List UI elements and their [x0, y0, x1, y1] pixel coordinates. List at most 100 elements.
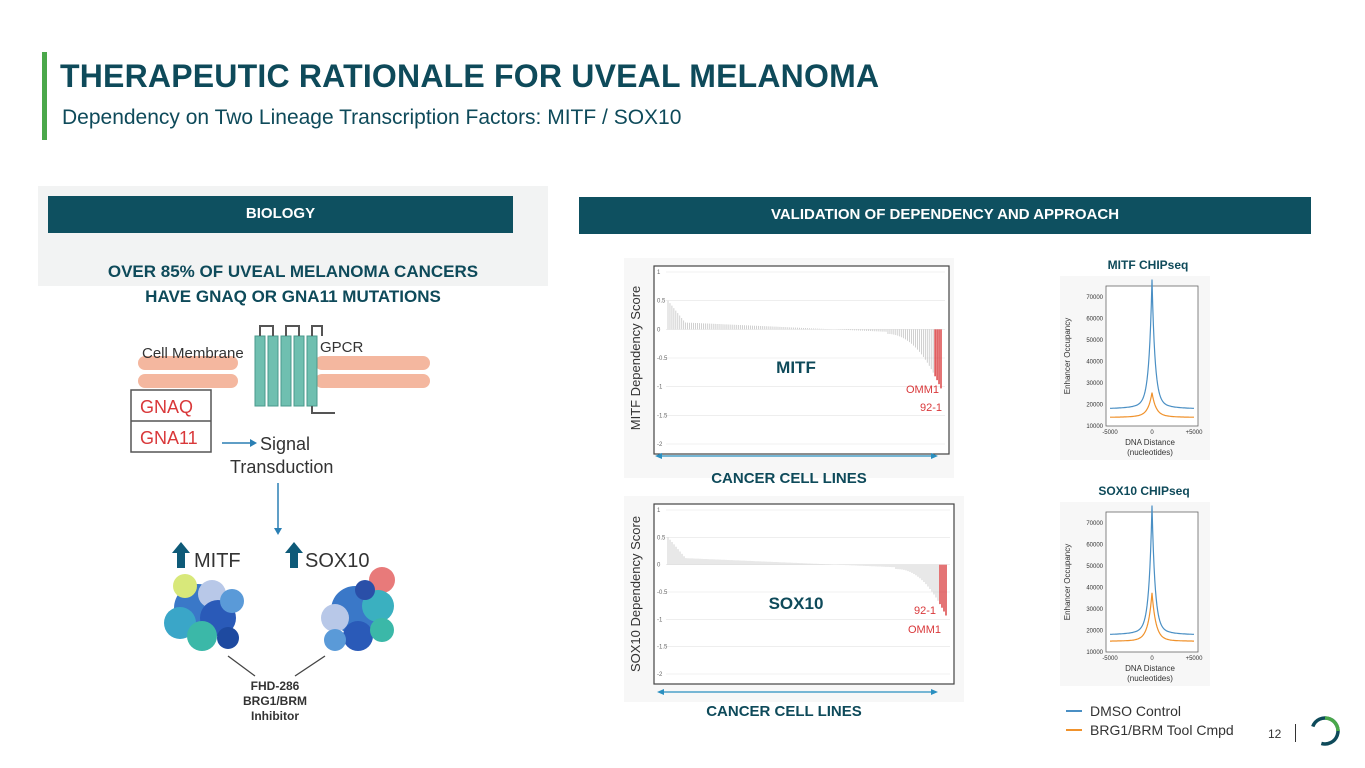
sox10-ytick: 0	[657, 563, 661, 569]
gnaq-label: GNAQ	[140, 397, 193, 417]
mitf-chip-frame	[1105, 285, 1199, 427]
mitf-chip-ylabel: Enhancer Occupancy	[1063, 318, 1072, 395]
sox10-chip-xtick: 0	[1150, 656, 1154, 662]
membrane-right-upper	[315, 356, 430, 370]
sox10-ylabel: SOX10 Dependency Score	[628, 516, 643, 672]
page-title: THERAPEUTIC RATIONALE FOR UVEAL MELANOMA	[60, 58, 880, 94]
mitf-ytick: -0.5	[657, 356, 668, 362]
sox10-ytick: -1.5	[657, 645, 668, 651]
sox10-chip-xtick: +5000	[1186, 656, 1204, 662]
mitf-chip-dmso-line	[1110, 279, 1194, 409]
protein-complex-right-icon	[321, 567, 395, 651]
mitf-chip-xtick: +5000	[1186, 430, 1204, 436]
transduction-label: Transduction	[230, 457, 333, 477]
sox10-ytick: -0.5	[657, 590, 668, 596]
sox10-chip-plot: 70000 60000 50000 40000 30000 20000 10000 -500…	[1060, 502, 1210, 686]
sox10-chip-ytick: 70000	[1086, 521, 1103, 527]
mitf-plot-frame	[653, 265, 950, 455]
sox10-chip-xtick: -5000	[1102, 656, 1118, 662]
sox10-dependency-plot: 1 0.5 0 -0.5 -1 -1.5 -2 SOX10 Dependency Score…	[624, 496, 964, 702]
mitf-chip-xtick: 0	[1150, 430, 1154, 436]
validation-band: VALIDATION OF DEPENDENCY AND APPROACH	[579, 197, 1311, 234]
mitf-chip-ytick: 30000	[1086, 381, 1103, 387]
biology-headline: OVER 85% OF UVEAL MELANOMA CANCERS HAVE …	[38, 259, 548, 309]
legend-tool-label: BRG1/BRM Tool Cmpd	[1090, 722, 1234, 738]
inhibitor-type: Inhibitor	[251, 709, 299, 723]
sox10-chip-tool-line	[1110, 592, 1194, 642]
sox10-chip-ytick: 10000	[1086, 650, 1103, 656]
protein-complex-left-icon	[164, 574, 244, 651]
gna11-label: GNA11	[140, 428, 198, 448]
sox10-xlabel: CANCER CELL LINES	[706, 703, 862, 720]
cell-membrane-label: Cell Membrane	[142, 345, 244, 362]
page-subtitle: Dependency on Two Lineage Transcription …	[62, 106, 682, 129]
mitf-chip-ytick: 10000	[1086, 424, 1103, 430]
sox10-ytick: -2	[657, 672, 663, 678]
signal-label: Signal	[260, 434, 310, 454]
mitf-ytick: 1	[657, 270, 661, 276]
mitf-ytick: -2	[657, 442, 663, 448]
mitf-ytick: 0	[657, 327, 661, 333]
sox10-ytick: 0.5	[657, 535, 666, 541]
mitf-dependency-plot: 10.50-0.5-1-1.5-2 MITF Dependency Score …	[624, 258, 954, 478]
mitf-chip-ytick: 20000	[1086, 402, 1103, 408]
mitf-diagram-label: MITF	[194, 550, 241, 572]
mitf-chip-xlabel-2: (nucleotides)	[1127, 448, 1173, 457]
mitf-chip-ytick: 70000	[1086, 295, 1103, 301]
mitf-highlight-omm1: OMM1	[906, 384, 939, 396]
company-logo-icon	[1310, 716, 1340, 746]
gpcr-receptor	[254, 335, 318, 407]
inhibitor-target: BRG1/BRM	[243, 694, 307, 708]
sox10-center-label: SOX10	[769, 594, 824, 613]
mitf-highlight-921: 92-1	[920, 402, 942, 414]
mitf-ylabel: MITF Dependency Score	[628, 286, 643, 431]
sox10-chip-ytick: 40000	[1086, 585, 1103, 591]
biology-band-label: BIOLOGY	[245, 205, 316, 222]
sox10-chip-xlabel-2: (nucleotides)	[1127, 674, 1173, 683]
mitf-ytick: -1	[657, 385, 663, 391]
sox10-chip-ylabel: Enhancer Occupancy	[1063, 544, 1072, 621]
sox10-chip-ytick: 50000	[1086, 564, 1103, 570]
gpcr-signaling-diagram: Cell Membrane GPCR GNAQ GNA11 Signal Tra…	[130, 325, 430, 723]
headline-line-2: HAVE GNAQ OR GNA11 MUTATIONS	[145, 287, 441, 306]
mitf-chip-ytick: 50000	[1086, 338, 1103, 344]
sox10-chip-ytick: 60000	[1086, 542, 1103, 548]
sox10-chip-dmso-line	[1110, 505, 1194, 635]
validation-band-label: VALIDATION OF DEPENDENCY AND APPROACH	[770, 206, 1120, 223]
membrane-left-upper	[138, 356, 238, 370]
mitf-chip-xtick: -5000	[1102, 430, 1118, 436]
sox10-ytick: 1	[657, 508, 661, 514]
sox10-chip-ytick: 30000	[1086, 607, 1103, 613]
chip-legend: DMSO Control BRG1/BRM Tool Cmpd	[1066, 703, 1234, 738]
title-accent-bar	[42, 52, 47, 140]
mitf-chip-xlabel-1: DNA Distance	[1125, 438, 1175, 447]
sox10-highlight-921: 92-1	[914, 605, 936, 617]
mitf-chip-tool-line	[1110, 392, 1194, 418]
sox10-ytick: -1	[657, 617, 663, 623]
membrane-left-lower	[138, 374, 238, 388]
gpcr-label: GPCR	[320, 339, 364, 356]
mitf-chip-plot: 70000 60000 50000 40000 30000 20000 10000 -500…	[1060, 276, 1210, 460]
mitf-ytick: -1.5	[657, 413, 668, 419]
sox10-diagram-label: SOX10	[305, 550, 369, 572]
membrane-right-lower	[315, 374, 430, 388]
page-number: 12	[1268, 727, 1282, 741]
mitf-chip-ytick: 40000	[1086, 359, 1103, 365]
inhibitor-name: FHD-286	[251, 679, 300, 693]
sox10-chip-frame	[1105, 511, 1199, 653]
mitf-up-arrow-icon	[172, 542, 190, 568]
legend-dmso-label: DMSO Control	[1090, 703, 1181, 719]
mitf-xlabel: CANCER CELL LINES	[711, 470, 867, 487]
sox10-up-arrow-icon	[285, 542, 303, 568]
mitf-chip-title: MITF CHIPseq	[1107, 258, 1189, 272]
sox10-chip-xlabel-1: DNA Distance	[1125, 664, 1175, 673]
footer-divider	[1295, 724, 1296, 742]
sox10-highlight-omm1: OMM1	[908, 624, 941, 636]
mitf-ytick: 0.5	[657, 299, 666, 305]
sox10-plot-frame	[653, 503, 955, 685]
sox10-chip-ytick: 20000	[1086, 628, 1103, 634]
mitf-chip-ytick: 60000	[1086, 316, 1103, 322]
biology-band: BIOLOGY	[48, 196, 513, 233]
headline-line-1: OVER 85% OF UVEAL MELANOMA CANCERS	[107, 262, 479, 281]
sox10-chip-title: SOX10 CHIPseq	[1098, 484, 1190, 498]
